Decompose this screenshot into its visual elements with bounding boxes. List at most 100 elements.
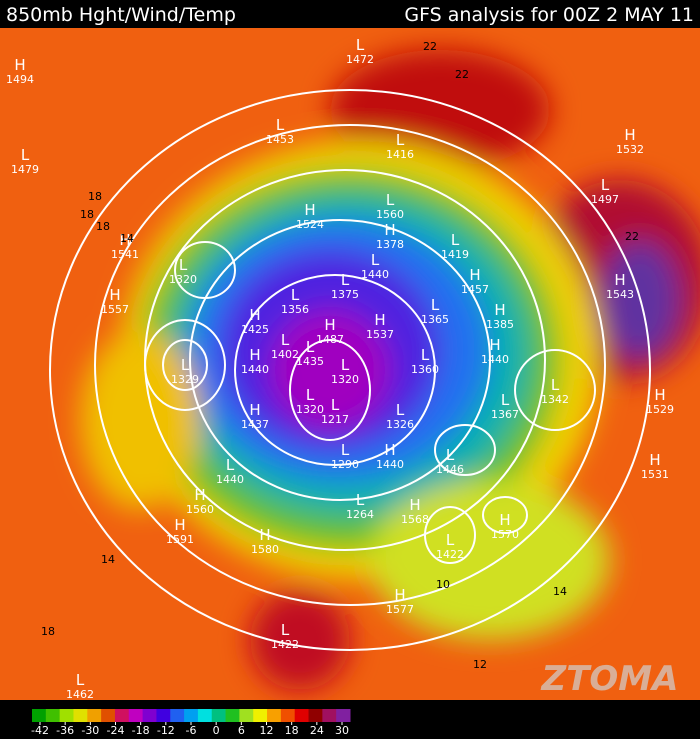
temperature-label: 18 [80,208,94,221]
center-value: 1580 [251,543,279,556]
center-value: 1440 [216,473,244,486]
colorbar-swatch [184,709,199,722]
center-value: 1479 [11,163,39,176]
colorbar-swatch [197,709,213,722]
center-value: 1419 [441,248,469,261]
temperature-label: 10 [436,578,450,591]
center-kind: L [281,621,290,639]
center-kind: L [431,296,440,314]
center-value: 1543 [606,288,634,301]
colorbar-swatch [142,709,157,722]
center-value: 1320 [296,403,324,416]
temperature-label: 18 [88,190,102,203]
center-kind: L [276,116,285,134]
center-kind: H [119,231,130,249]
center-kind: L [341,441,350,459]
center-kind: H [489,336,500,354]
center-kind: L [601,176,610,194]
watermark: ZTOMA [541,659,679,699]
center-kind: H [14,56,25,74]
center-value: 1320 [169,273,197,286]
temperature-label: 22 [625,230,639,243]
center-kind: H [499,511,510,529]
colorbar-swatch [101,709,116,722]
center-value: 1375 [331,288,359,301]
center-kind: H [624,126,635,144]
center-value: 1264 [346,508,374,521]
colorbar-label: 18 [285,724,299,735]
center-kind: L [306,338,315,356]
colorbar-swatch [322,709,337,722]
colorbar-label: 12 [260,724,274,735]
header-left: 850mb Hght/Wind/Temp [6,4,236,26]
center-kind: L [386,191,395,209]
center-kind: H [249,401,260,419]
temperature-field [0,28,700,700]
colorbar-swatch [294,709,310,722]
center-value: 1453 [266,133,294,146]
center-value: 1416 [386,148,414,161]
colorbar-label: -42 [31,724,49,735]
temperature-label: 22 [423,40,437,53]
center-kind: H [394,586,405,604]
center-value: 1425 [241,323,269,336]
center-value: 1437 [241,418,269,431]
center-value: 1402 [271,348,299,361]
center-value: 1217 [321,413,349,426]
center-value: 1591 [166,533,194,546]
center-kind: L [341,356,350,374]
center-value: 1560 [376,208,404,221]
colorbar-swatch [211,709,227,722]
colorbar-swatch [114,709,130,722]
center-value: 1422 [271,638,299,651]
center-kind: L [179,256,188,274]
header-right: GFS analysis for 00Z 2 MAY 11 [404,4,694,26]
center-kind: H [469,266,480,284]
colorbar-swatch [45,709,61,722]
colorbar-label: -18 [132,724,150,735]
center-kind: L [21,146,30,164]
center-kind: L [226,456,235,474]
center-kind: H [174,516,185,534]
center-value: 1494 [6,73,34,86]
center-value: 1326 [386,418,414,431]
center-value: 1329 [171,373,199,386]
center-kind: L [421,346,430,364]
center-kind: L [181,356,190,374]
colorbar-swatch [225,709,240,722]
center-value: 1462 [66,688,94,701]
colorbar-swatch [239,709,254,722]
center-value: 1320 [331,373,359,386]
colorbar-swatch [73,709,88,722]
center-kind: H [249,306,260,324]
center-value: 1524 [296,218,324,231]
center-kind: L [356,36,365,54]
center-value: 1570 [491,528,519,541]
center-value: 1378 [376,238,404,251]
center-kind: L [451,231,460,249]
colorbar-swatch [59,709,74,722]
center-kind: L [371,251,380,269]
center-value: 1422 [436,548,464,561]
temperature-label: 14 [101,553,115,566]
center-value: 1446 [436,463,464,476]
center-kind: H [384,441,395,459]
center-kind: L [281,331,290,349]
colorbar-swatch [156,709,171,722]
colorbar-swatch [267,709,282,722]
center-value: 1356 [281,303,309,316]
center-kind: L [551,376,560,394]
temperature-label: 14 [120,232,134,245]
center-kind: H [654,386,665,404]
center-value: 1360 [411,363,439,376]
center-kind: H [249,346,260,364]
center-kind: L [76,671,85,689]
center-kind: L [341,271,350,289]
center-kind: H [304,201,315,219]
center-value: 1457 [461,283,489,296]
temperature-label: 18 [41,625,55,638]
center-value: 1487 [316,333,344,346]
colorbar-label: -30 [81,724,99,735]
center-kind: H [409,496,420,514]
